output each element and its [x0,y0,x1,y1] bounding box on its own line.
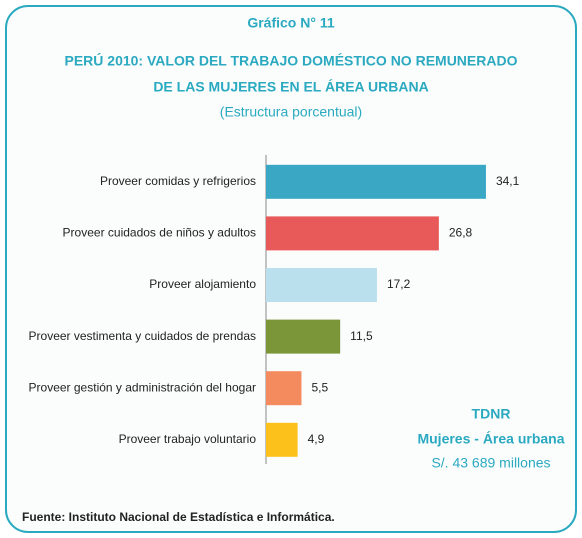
bar [266,319,341,354]
chart-title: Gráfico N° 11 [247,15,335,31]
bar [266,164,486,199]
category-label: Proveer comidas y refrigerios [100,174,256,188]
annotation: Mujeres - Área urbana [417,431,564,447]
chart-subtitle: (Estructura porcentual) [220,104,362,120]
bar [266,268,377,302]
bar [266,371,302,406]
bar [266,216,439,251]
value-label: 4,9 [308,432,325,446]
annotation: TDNR [472,406,511,422]
value-label: 34,1 [496,174,520,188]
category-label: Proveer trabajo voluntario [119,432,257,446]
category-label: Proveer vestimenta y cuidados de prendas [29,329,256,343]
value-label: 17,2 [387,277,411,291]
chart-title-line: PERÚ 2010: VALOR DEL TRABAJO DOMÉSTICO N… [65,52,518,69]
category-label: Proveer gestión y administración del hog… [29,380,256,394]
source: Fuente: Instituto Nacional de Estadístic… [22,510,335,524]
value-label: 26,8 [449,226,473,240]
category-label: Proveer cuidados de niños y adultos [63,226,256,240]
value-label: 5,5 [311,380,328,394]
value-label: 11,5 [350,329,373,343]
bar [266,422,298,457]
category-label: Proveer alojamiento [149,277,256,291]
chart-title-line: DE LAS MUJERES EN EL ÁREA URBANA [153,79,428,95]
annotation: S/. 43 689 millones [431,455,550,471]
